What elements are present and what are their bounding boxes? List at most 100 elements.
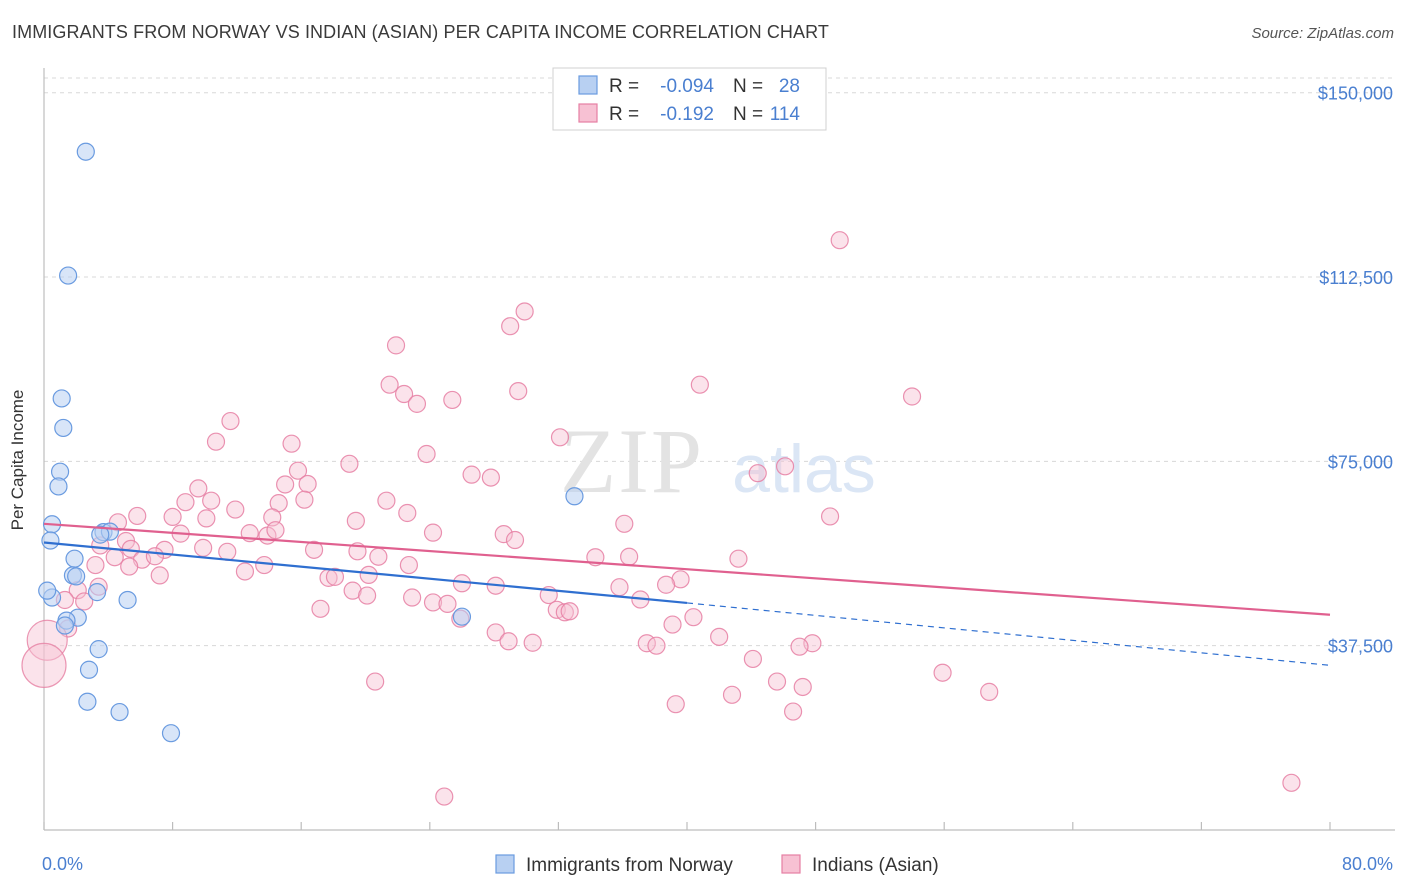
data-point-pink [499,632,518,651]
data-point-blue [54,418,73,438]
data-point-pink [366,672,385,691]
data-point-pink [793,677,812,697]
legend-n-value: 114 [770,104,801,125]
data-point-pink [128,506,147,526]
data-point-pink [666,695,685,714]
legend: R = -0.094 N = 28 R = -0.192 N = 114 [552,67,827,131]
series-indians-asian [21,231,1301,806]
data-point-blue [565,487,584,506]
data-point-pink [610,578,629,597]
data-point-pink [509,381,528,401]
data-point-pink [790,637,809,656]
data-point-pink [380,375,399,394]
data-point-blue [59,266,78,285]
data-point-pink [358,586,377,605]
data-point-pink [145,547,165,566]
data-point-pink [481,468,500,487]
data-point-pink [820,507,840,526]
data-point-blue [41,531,60,550]
y-tick-label: $150,000 [1318,84,1393,104]
data-point-pink [304,540,324,559]
chart-title: IMMIGRANTS FROM NORWAY VS INDIAN (ASIAN)… [12,22,830,42]
data-point-pink [197,509,216,528]
legend-box [552,67,827,131]
series-immigrants-norway [38,142,584,743]
data-point-blue [76,142,95,161]
legend-r-label: R = [609,104,639,125]
data-point-pink [501,317,520,336]
y-tick-label: $37,500 [1328,637,1393,657]
data-point-pink [462,465,481,484]
data-point-pink [386,336,406,355]
data-point-pink [767,672,787,691]
data-point-blue [87,583,107,602]
watermark-zip: ZIP [560,410,704,512]
data-point-blue [79,660,99,679]
data-point-pink [663,615,682,634]
data-point-pink [615,514,634,533]
data-point-pink [494,525,513,544]
data-point-pink [325,567,345,586]
bottom-legend: Immigrants from Norway Indians (Asian) [495,854,939,876]
data-point-pink [748,464,767,483]
data-point-pink [620,547,639,566]
data-point-pink [276,475,295,494]
data-point-pink [340,454,359,473]
data-point-pink [417,444,436,464]
data-point-pink [783,702,803,721]
legend-swatch-pink [578,103,598,123]
data-point-pink [369,547,388,566]
data-point-blue [55,616,74,635]
data-point-pink [235,562,255,581]
x-tick-label-start: 0.0% [42,854,83,874]
legend-r-value: -0.094 [660,76,714,97]
data-point-pink [105,548,124,567]
data-point-pink [980,682,999,701]
data-point-blue [89,640,108,659]
x-tick-labels: 0.0% 80.0% [42,854,1393,874]
data-point-pink [298,474,317,494]
data-point-pink [394,384,414,404]
data-point-pink [295,490,314,509]
data-point-pink [438,594,457,614]
data-point-blue [52,389,71,408]
data-point-pink [423,523,443,542]
data-point-pink [206,432,226,451]
bottom-legend-label-norway: Immigrants from Norway [526,855,733,876]
x-tick-label-end: 80.0% [1342,854,1393,874]
data-point-pink [255,555,274,575]
data-point-pink [343,581,362,600]
data-point-pink [398,503,417,523]
trend-line-blue-extension [686,602,1331,666]
legend-r-label: R = [609,76,639,97]
data-point-pink [163,507,182,527]
data-point-pink [359,565,378,585]
data-point-blue [67,567,86,586]
data-point-pink [523,633,542,652]
data-point-pink [423,593,443,612]
y-tick-labels: $37,500 $75,000 $112,500 $150,000 [1318,84,1393,657]
bottom-legend-label-indians: Indians (Asian) [812,855,939,876]
data-point-blue [38,581,57,600]
data-point-pink-large [21,642,67,688]
data-point-pink [515,302,534,321]
data-point-pink [120,557,139,576]
data-point-blue [49,477,68,496]
trend-line-blue [43,541,688,605]
bottom-legend-swatch-pink [781,854,801,874]
axes [43,68,1395,831]
data-point-pink [902,387,922,406]
data-point-pink [435,787,454,806]
data-point-pink [282,434,301,453]
data-point-pink [176,493,195,512]
data-point-blue [161,724,181,743]
data-point-blue [78,692,97,711]
data-point-blue [91,525,110,544]
y-tick-label: $112,500 [1319,268,1393,288]
data-point-pink [505,530,525,550]
data-point-pink [729,549,748,568]
data-point-pink [443,390,462,410]
watermark: ZIP atlas [560,410,876,512]
legend-swatch-blue [578,75,598,95]
legend-n-value: 28 [779,76,800,97]
